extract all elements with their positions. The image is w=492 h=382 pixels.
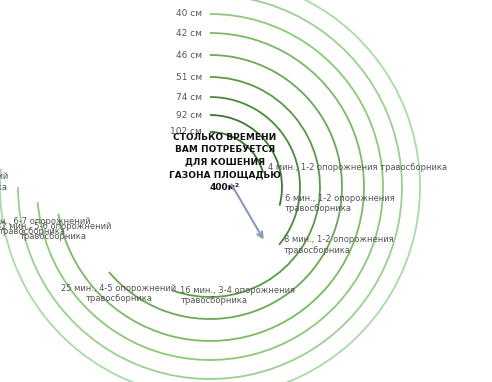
Text: 40 мин., 8-9 опорожнений
травосборника: 40 мин., 8-9 опорожнений травосборника <box>0 172 8 192</box>
Text: 42 см: 42 см <box>176 29 202 37</box>
Text: 92 см: 92 см <box>176 110 202 120</box>
Text: 16 мин., 3-4 опорожнения
травосборника: 16 мин., 3-4 опорожнения травосборника <box>181 286 295 305</box>
Text: 25 мин., 4-5 опорожнений
травосборника: 25 мин., 4-5 опорожнений травосборника <box>62 284 177 303</box>
Text: 102 см: 102 см <box>170 128 202 136</box>
Text: 8 мин., 1-2 опорожнения
травосборника: 8 мин., 1-2 опорожнения травосборника <box>284 235 394 254</box>
Text: 36 мин., 6-7 опорожнений
травосборника: 36 мин., 6-7 опорожнений травосборника <box>0 217 91 236</box>
Text: 51 см: 51 см <box>176 73 202 81</box>
Text: 6 мин., 1-2 опорожнения
травосборника: 6 мин., 1-2 опорожнения травосборника <box>284 194 394 213</box>
Text: СТОЛЬКО ВРЕМЕНИ
ВАМ ПОТРЕБУЕТСЯ
ДЛЯ КОШЕНИЯ
ГАЗОНА ПЛОЩАДЬЮ
400м²: СТОЛЬКО ВРЕМЕНИ ВАМ ПОТРЕБУЕТСЯ ДЛЯ КОШЕ… <box>169 133 281 191</box>
Text: 4 мин., 1-2 опорожнения травосборника: 4 мин., 1-2 опорожнения травосборника <box>268 163 447 172</box>
Text: 40 см: 40 см <box>176 10 202 18</box>
Text: 32 мин., 5-6 опорожнений
травосборника: 32 мин., 5-6 опорожнений травосборника <box>0 222 111 241</box>
Text: 74 см: 74 см <box>176 92 202 102</box>
Text: 46 см: 46 см <box>176 50 202 60</box>
